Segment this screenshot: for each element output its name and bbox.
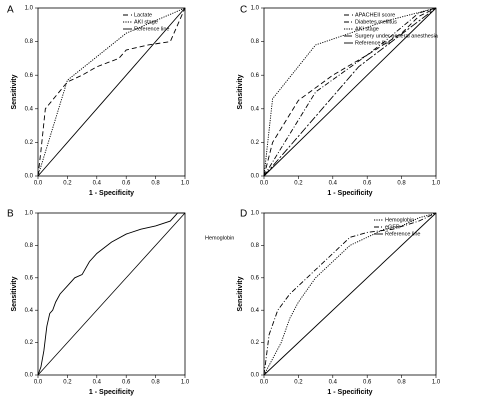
y-tick-label: 0.2 bbox=[251, 340, 260, 346]
roc-curve bbox=[37, 7, 186, 177]
y-tick-label: 0.6 bbox=[25, 73, 34, 79]
legend-label: eGFR bbox=[385, 224, 400, 230]
legend-label: AKI stage bbox=[134, 19, 158, 25]
roc-curve bbox=[263, 7, 437, 177]
panel-label: B bbox=[7, 209, 14, 220]
legend-label: AKI stage bbox=[355, 26, 379, 32]
x-tick-label: 0.0 bbox=[260, 380, 269, 386]
x-tick-label: 0.4 bbox=[93, 181, 102, 187]
y-tick-label: 1.0 bbox=[251, 211, 260, 217]
y-tick-label: 1.0 bbox=[25, 211, 34, 217]
x-tick-label: 0.0 bbox=[34, 380, 43, 386]
legend-label: Reference line bbox=[385, 231, 420, 237]
x-tick-label: 0.4 bbox=[329, 380, 338, 386]
legend-label: Lactate bbox=[134, 12, 152, 18]
x-tick-label: 0.2 bbox=[63, 181, 72, 187]
x-tick-label: 0.6 bbox=[122, 380, 131, 386]
x-tick-label: 0.2 bbox=[294, 380, 303, 386]
x-axis-label: 1 - Specificity bbox=[89, 389, 134, 396]
x-tick-label: 0.4 bbox=[93, 380, 102, 386]
x-tick-label: 0.6 bbox=[363, 181, 372, 187]
y-tick-label: 0.8 bbox=[251, 39, 260, 45]
panel-label: D bbox=[240, 209, 247, 220]
x-tick-label: 0.4 bbox=[329, 181, 338, 187]
roc-curve bbox=[37, 212, 185, 376]
roc-curve bbox=[263, 212, 437, 376]
y-axis-label: Sensitivity bbox=[11, 74, 18, 109]
y-tick-label: 0.6 bbox=[251, 73, 260, 79]
y-tick-label: 1.0 bbox=[251, 6, 260, 12]
y-tick-label: 0.6 bbox=[25, 275, 34, 281]
x-tick-label: 1.0 bbox=[432, 380, 441, 386]
y-tick-label: 0.6 bbox=[251, 275, 260, 281]
plot-frame bbox=[37, 7, 186, 177]
x-tick-label: 0.0 bbox=[34, 181, 43, 187]
x-axis-label: 1 - Specificity bbox=[89, 190, 134, 197]
plot-frame bbox=[263, 212, 437, 376]
x-tick-label: 0.6 bbox=[363, 380, 372, 386]
y-tick-label: 0.0 bbox=[25, 373, 34, 379]
panel-label: C bbox=[240, 5, 247, 16]
x-tick-label: 0.8 bbox=[151, 380, 160, 386]
legend-label: Reference line bbox=[134, 26, 169, 32]
y-tick-label: 0.0 bbox=[251, 174, 260, 180]
x-axis-label: 1 - Specificity bbox=[327, 190, 372, 197]
roc-curve bbox=[263, 7, 437, 177]
y-tick-label: 0.0 bbox=[251, 373, 260, 379]
roc-curve bbox=[263, 7, 437, 177]
panel-label: A bbox=[7, 5, 14, 16]
y-tick-label: 0.8 bbox=[25, 39, 34, 45]
roc-curve bbox=[263, 7, 437, 177]
legend-label: APACHEII score bbox=[355, 12, 395, 18]
y-axis-label: Sensitivity bbox=[11, 276, 18, 311]
x-tick-label: 0.8 bbox=[397, 181, 406, 187]
legend-label: Reference line bbox=[355, 40, 390, 46]
x-tick-label: 0.8 bbox=[151, 181, 160, 187]
y-tick-label: 1.0 bbox=[25, 6, 34, 12]
y-tick-label: 0.4 bbox=[25, 308, 34, 314]
roc-curve bbox=[263, 7, 437, 177]
legend-label: Surgery under general anesthesia bbox=[355, 33, 439, 39]
roc-curve bbox=[263, 212, 437, 376]
x-tick-label: 1.0 bbox=[181, 181, 190, 187]
roc-curve bbox=[37, 7, 186, 177]
plot-frame bbox=[37, 212, 186, 376]
y-tick-label: 0.4 bbox=[251, 308, 260, 314]
x-tick-label: 1.0 bbox=[181, 380, 190, 386]
y-tick-label: 0.4 bbox=[25, 106, 34, 112]
y-tick-label: 0.2 bbox=[251, 140, 260, 146]
legend-label: Hemoglobin bbox=[205, 235, 234, 241]
x-tick-label: 0.0 bbox=[260, 181, 269, 187]
y-tick-label: 0.2 bbox=[25, 340, 34, 346]
x-tick-label: 1.0 bbox=[432, 181, 441, 187]
y-tick-label: 0.8 bbox=[251, 243, 260, 249]
legend-label: Diabetes mellitus bbox=[355, 19, 397, 25]
x-tick-label: 0.6 bbox=[122, 181, 131, 187]
roc-curve bbox=[263, 212, 437, 376]
y-axis-label: Sensitivity bbox=[237, 74, 244, 109]
legend-label: Hemoglobin bbox=[385, 217, 414, 223]
y-tick-label: 0.8 bbox=[25, 243, 34, 249]
y-tick-label: 0.0 bbox=[25, 174, 34, 180]
y-tick-label: 0.2 bbox=[25, 140, 34, 146]
x-tick-label: 0.2 bbox=[63, 380, 72, 386]
x-tick-label: 0.8 bbox=[397, 380, 406, 386]
y-axis-label: Sensitivity bbox=[237, 276, 244, 311]
plot-frame bbox=[263, 7, 437, 177]
x-axis-label: 1 - Specificity bbox=[327, 389, 372, 396]
reference-line bbox=[37, 212, 186, 376]
roc-curve bbox=[37, 7, 186, 177]
y-tick-label: 0.4 bbox=[251, 106, 260, 112]
x-tick-label: 0.2 bbox=[294, 181, 303, 187]
